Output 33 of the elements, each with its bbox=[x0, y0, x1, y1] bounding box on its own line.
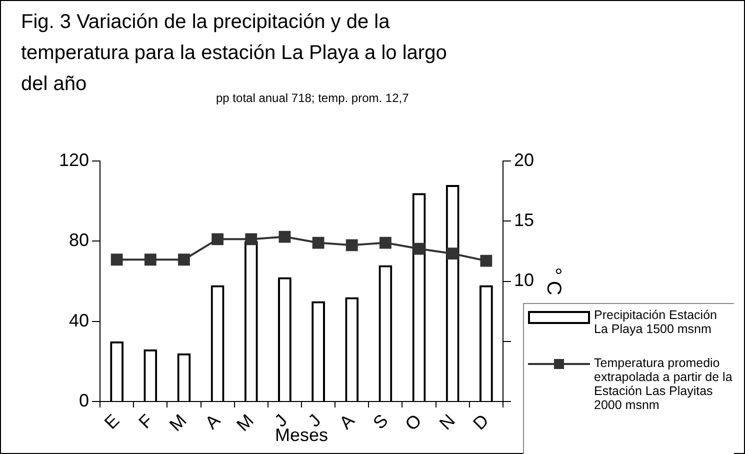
point bbox=[480, 254, 492, 267]
y2-tick-label: 15 bbox=[514, 210, 534, 230]
point bbox=[446, 248, 459, 260]
point bbox=[413, 242, 425, 255]
x-tick-label: M bbox=[166, 410, 190, 436]
text: pp total anual 718; temp. prom. 12,7 bbox=[216, 91, 409, 105]
y-tick-label: 40 bbox=[69, 310, 90, 330]
point bbox=[346, 239, 358, 252]
point bbox=[278, 230, 291, 243]
x-tick-label: A bbox=[201, 410, 224, 433]
legend-label: Temperatura promedio extrapolada a partir de la Estación Las Playitas 2000 msnm bbox=[594, 356, 734, 412]
x-tick-label: F bbox=[134, 410, 157, 432]
point bbox=[178, 254, 190, 266]
y2-axis-title: ° C bbox=[542, 267, 564, 296]
y-tick-label: 0 bbox=[79, 390, 90, 410]
x-tick-label: E bbox=[100, 410, 124, 433]
y-tick-label: 120 bbox=[58, 150, 90, 170]
point bbox=[110, 254, 123, 266]
x-tick-label: O bbox=[401, 410, 426, 434]
point bbox=[312, 236, 324, 249]
legend-label: Precipitación Estación La Playa 1500 msnm bbox=[594, 308, 718, 336]
point bbox=[380, 236, 392, 249]
x-tick-label: N bbox=[436, 410, 459, 434]
point bbox=[245, 233, 258, 246]
x-tick-label: D bbox=[469, 410, 493, 434]
x-tick-label: A bbox=[336, 410, 358, 433]
point bbox=[212, 233, 224, 246]
y-tick-label: 80 bbox=[69, 230, 90, 250]
point bbox=[144, 254, 156, 266]
x-tick-label: S bbox=[369, 410, 392, 433]
y2-tick-label: 10 bbox=[514, 270, 534, 290]
y2-tick-label: 20 bbox=[514, 150, 534, 170]
x-tick-label: M bbox=[232, 410, 258, 436]
